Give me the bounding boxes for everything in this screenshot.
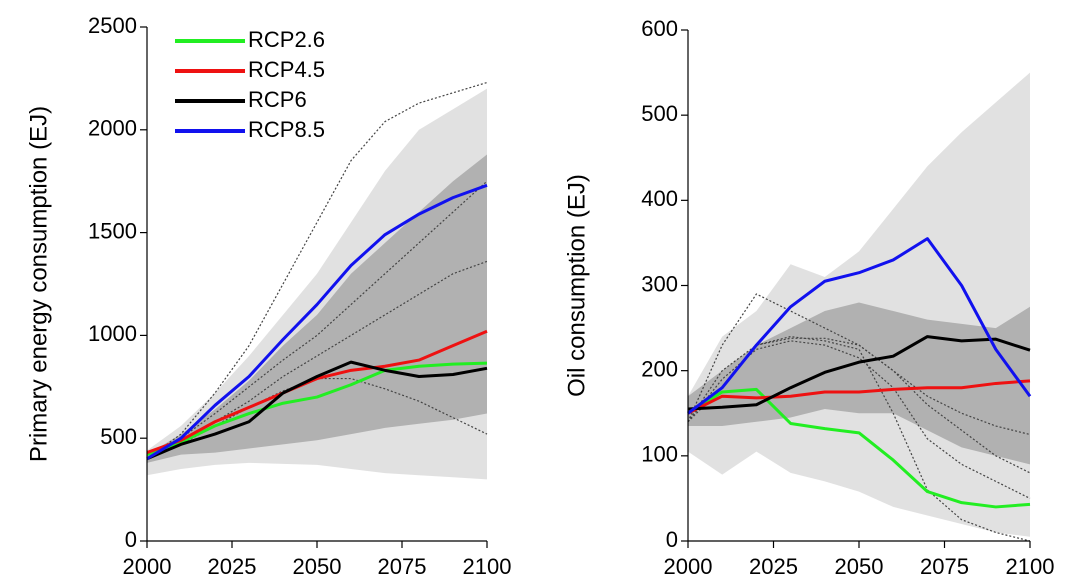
series-line	[146, 360, 488, 461]
y-tick-label: 400	[641, 186, 678, 211]
scenario-line	[687, 337, 1031, 474]
y-tick-label: 200	[641, 356, 678, 381]
legend-label: RCP2.6	[248, 27, 325, 52]
y-tick-label: 1500	[88, 218, 137, 243]
series-line	[687, 379, 1031, 415]
y-tick-label: 2000	[88, 116, 137, 141]
legend-label: RCP4.5	[248, 57, 325, 82]
legend-label: RCP8.5	[248, 117, 325, 142]
scenario-line	[146, 81, 488, 460]
y-tick-label: 300	[641, 271, 678, 296]
x-tick-label: 2050	[835, 554, 884, 579]
y-tick-label: 1000	[88, 321, 137, 346]
y-tick-label: 2500	[88, 13, 137, 38]
series-line	[687, 387, 1031, 509]
y-tick-label: 0	[125, 527, 137, 552]
x-tick-label: 2025	[208, 554, 257, 579]
range-band	[147, 154, 487, 463]
x-tick-label: 2000	[123, 554, 172, 579]
x-tick-label: 2075	[378, 554, 427, 579]
x-tick-label: 2075	[920, 554, 969, 579]
y-tick-label: 500	[641, 101, 678, 126]
y-tick-label: 500	[100, 424, 137, 449]
x-tick-label: 2025	[749, 554, 798, 579]
range-band	[688, 302, 1030, 465]
y-axis-label: Oil consumption (EJ)	[563, 174, 590, 397]
series-line	[687, 335, 1031, 411]
x-tick-label: 2100	[1006, 554, 1055, 579]
y-tick-label: 600	[641, 16, 678, 41]
x-tick-label: 2050	[293, 554, 342, 579]
y-tick-label: 100	[641, 442, 678, 467]
series-line	[687, 237, 1032, 415]
series-line	[146, 361, 488, 457]
legend-label: RCP6	[248, 87, 307, 112]
x-tick-label: 2100	[463, 554, 512, 579]
y-axis-label: Primary energy consumption (EJ)	[25, 106, 52, 462]
series-line	[146, 183, 488, 461]
x-tick-label: 2000	[664, 554, 713, 579]
series-line	[146, 329, 488, 455]
y-tick-label: 0	[666, 527, 678, 552]
